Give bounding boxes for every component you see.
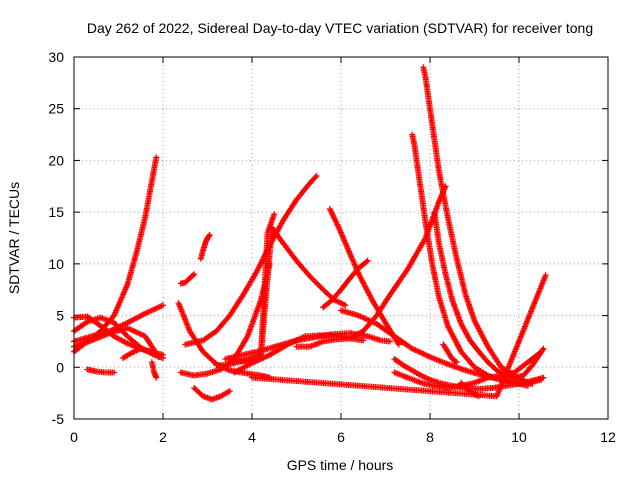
y-tick-label: 30 [48,49,64,65]
x-tick-label: 6 [337,429,345,445]
data-point [364,257,371,264]
data-point [146,348,153,355]
x-tick-label: 12 [600,429,616,445]
data-point [540,374,547,381]
data-point [205,232,212,239]
data-point [190,272,197,279]
data-point [452,358,459,365]
data-point [453,359,460,366]
data-point [191,271,198,278]
data-point [160,351,166,358]
data-point [386,338,393,345]
y-axis-label: SDTVAR / TECUs [6,182,22,294]
y-tick-label: -5 [52,411,65,427]
x-tick-label: 0 [70,429,78,445]
data-point [160,302,166,309]
data-point [111,369,118,376]
data-point [271,211,278,218]
data-point [249,374,255,381]
data-point [540,345,547,352]
data-point [153,374,160,381]
x-tick-label: 10 [511,429,527,445]
data-point [395,341,402,348]
plot-frame [73,56,609,420]
data-points [71,64,549,403]
x-axis-label: GPS time / hours [287,457,394,473]
y-tick-label: 0 [56,359,64,375]
y-tick-label: 5 [56,308,64,324]
y-tick-label: 25 [48,101,64,117]
data-point [153,154,160,161]
data-point [226,388,233,395]
y-tick-label: 20 [48,152,64,168]
x-tick-label: 8 [426,429,434,445]
data-point [83,319,90,326]
y-axis: -5 0 5 10 15 20 25 30 [48,49,608,427]
data-point [155,353,162,360]
data-point [313,172,320,179]
y-tick-label: 10 [48,256,64,272]
x-tick-label: 4 [248,429,256,445]
data-point [342,302,349,309]
data-point [312,174,319,181]
x-tick-label: 2 [159,429,167,445]
data-point [206,231,213,238]
y-tick-label: 15 [48,204,64,220]
data-point [363,258,370,265]
chart-title: Day 262 of 2022, Sidereal Day-to-day VTE… [87,20,593,36]
